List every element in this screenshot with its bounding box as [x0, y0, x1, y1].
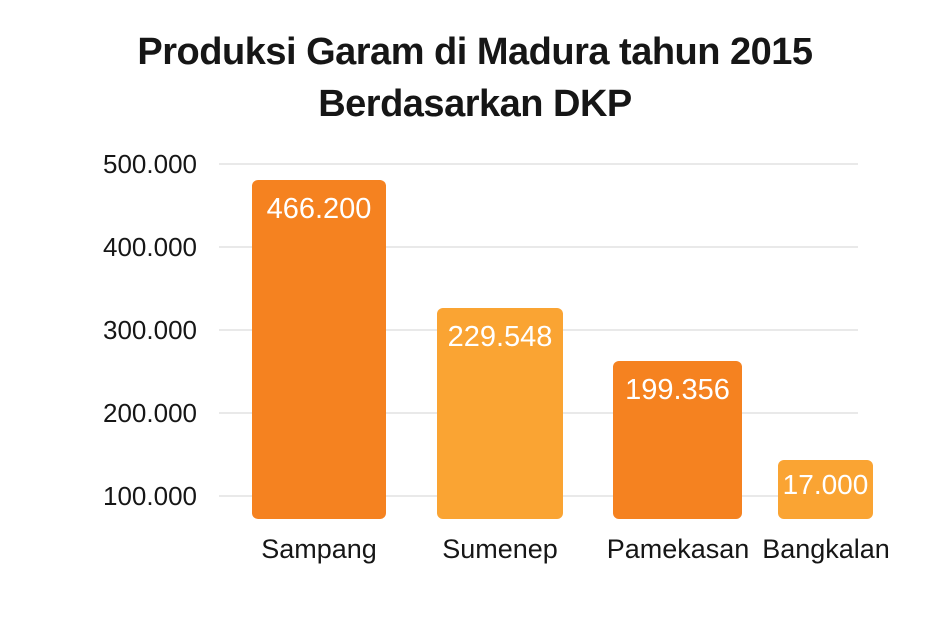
gridline-400000 — [219, 246, 858, 248]
bar-pamekasan: 199.356 — [613, 361, 742, 519]
y-tick-200000: 200.000 — [103, 398, 197, 428]
y-tick-300000: 300.000 — [103, 315, 197, 345]
category-label-pamekasan: Pamekasan — [606, 534, 750, 564]
chart-title-line1: Produksi Garam di Madura tahun 2015 — [137, 31, 813, 73]
chart-title-line2: Berdasarkan DKP — [318, 83, 632, 125]
chart-title: Produksi Garam di Madura tahun 2015 Berd… — [0, 26, 950, 130]
bar-value-bangkalan: 17.000 — [782, 469, 869, 500]
gridline-500000 — [219, 163, 858, 165]
bar-value-sampang: 466.200 — [266, 193, 372, 225]
bar-bangkalan: 17.000 — [778, 460, 873, 519]
y-tick-100000: 100.000 — [103, 481, 197, 511]
bar-value-sumenep: 229.548 — [447, 321, 553, 353]
bar-sampang: 466.200 — [252, 180, 386, 519]
y-tick-400000: 400.000 — [103, 232, 197, 262]
category-label-sampang: Sampang — [261, 534, 377, 564]
y-tick-500000: 500.000 — [103, 149, 197, 179]
bar-value-pamekasan: 199.356 — [625, 374, 730, 406]
category-label-bangkalan: Bangkalan — [762, 534, 890, 564]
category-label-sumenep: Sumenep — [442, 534, 558, 564]
bar-sumenep: 229.548 — [437, 308, 563, 519]
